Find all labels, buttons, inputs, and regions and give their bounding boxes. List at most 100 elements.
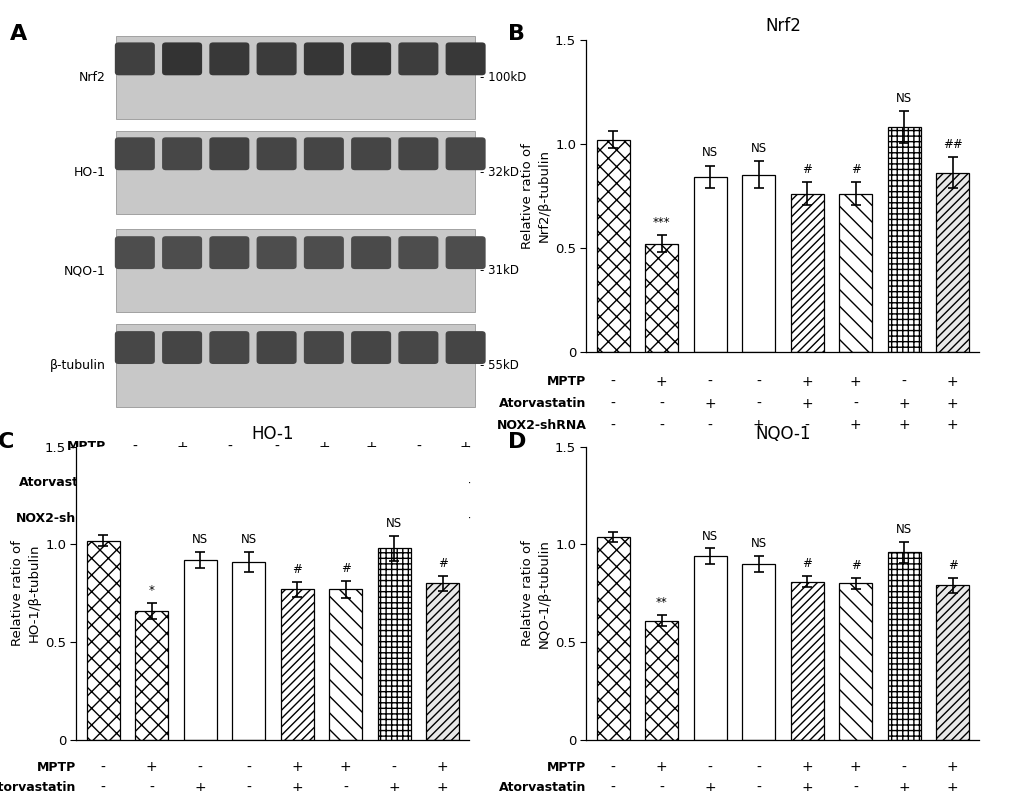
- Text: -: -: [226, 511, 231, 525]
- Text: Atorvastatin: Atorvastatin: [498, 782, 586, 791]
- Text: +: +: [436, 781, 448, 791]
- Text: *: *: [149, 584, 155, 597]
- Bar: [280, 589, 313, 740]
- Bar: [183, 560, 216, 740]
- Text: Nrf2: Nrf2: [79, 70, 106, 84]
- FancyBboxPatch shape: [398, 43, 438, 75]
- Text: **: **: [655, 596, 666, 609]
- FancyBboxPatch shape: [257, 43, 297, 75]
- Text: MPTP: MPTP: [547, 761, 586, 774]
- Text: +: +: [849, 375, 860, 388]
- Bar: [693, 556, 726, 740]
- FancyBboxPatch shape: [162, 237, 202, 269]
- Text: MPTP: MPTP: [38, 761, 76, 774]
- FancyBboxPatch shape: [209, 237, 249, 269]
- Bar: [790, 581, 822, 740]
- Text: +: +: [291, 781, 303, 791]
- Bar: [742, 564, 774, 740]
- Y-axis label: Relative ratio of
HO-1/β-tubulin: Relative ratio of HO-1/β-tubulin: [11, 540, 41, 646]
- Text: +: +: [365, 440, 377, 454]
- Bar: [935, 173, 968, 352]
- Y-axis label: Relative ratio of
NQO-1/β-tubulin: Relative ratio of NQO-1/β-tubulin: [521, 539, 550, 648]
- FancyBboxPatch shape: [398, 331, 438, 364]
- Text: -: -: [610, 418, 615, 433]
- Text: +: +: [146, 760, 157, 774]
- Text: -: -: [755, 375, 760, 388]
- Text: -: -: [610, 375, 615, 388]
- Text: -: -: [707, 418, 712, 433]
- Bar: [377, 548, 410, 740]
- Text: NS: NS: [750, 142, 766, 155]
- Text: +: +: [365, 511, 377, 525]
- Bar: [790, 194, 822, 352]
- FancyBboxPatch shape: [209, 138, 249, 170]
- Text: -: -: [101, 781, 106, 791]
- Text: -: -: [132, 475, 138, 490]
- Bar: [887, 127, 919, 352]
- Text: NS: NS: [895, 93, 911, 105]
- Text: B: B: [507, 24, 525, 44]
- Text: +: +: [412, 475, 424, 490]
- Text: #: #: [340, 562, 351, 575]
- Text: NS: NS: [192, 533, 208, 547]
- Bar: [645, 621, 678, 740]
- Text: +: +: [946, 781, 958, 791]
- Bar: [887, 552, 919, 740]
- Text: -: -: [658, 781, 663, 791]
- Text: +: +: [898, 781, 909, 791]
- Bar: [115, 324, 475, 407]
- Text: -: -: [707, 760, 712, 774]
- Text: HO-1: HO-1: [74, 165, 106, 179]
- Text: D: D: [507, 432, 526, 452]
- Text: +: +: [946, 418, 958, 433]
- FancyBboxPatch shape: [351, 237, 390, 269]
- Text: -: -: [149, 781, 154, 791]
- Text: -: -: [226, 440, 231, 454]
- Bar: [935, 585, 968, 740]
- Text: -: -: [755, 396, 760, 411]
- Bar: [115, 131, 475, 214]
- Text: -: -: [755, 781, 760, 791]
- Title: NQO-1: NQO-1: [754, 425, 810, 443]
- Text: -: -: [246, 760, 251, 774]
- Text: +: +: [801, 396, 812, 411]
- Text: Atorvastatin: Atorvastatin: [0, 782, 76, 791]
- Text: -: -: [246, 781, 251, 791]
- Text: - 32kD: - 32kD: [480, 165, 519, 179]
- Text: NOX2-shRNA: NOX2-shRNA: [16, 512, 106, 524]
- Text: β-tubulin: β-tubulin: [50, 359, 106, 373]
- Text: -: -: [610, 781, 615, 791]
- Text: -: -: [274, 475, 279, 490]
- Text: -: -: [198, 760, 203, 774]
- Text: NS: NS: [701, 146, 717, 159]
- Title: Nrf2: Nrf2: [764, 17, 800, 36]
- Text: +: +: [946, 760, 958, 774]
- Text: A: A: [10, 24, 28, 44]
- FancyBboxPatch shape: [351, 138, 390, 170]
- Text: NS: NS: [385, 517, 401, 530]
- Text: +: +: [388, 781, 399, 791]
- Text: C: C: [0, 432, 14, 452]
- Title: HO-1: HO-1: [252, 425, 293, 443]
- Text: -: -: [610, 396, 615, 411]
- Text: #: #: [801, 557, 811, 570]
- Text: +: +: [460, 475, 471, 490]
- Text: ##: ##: [942, 138, 962, 151]
- Text: ***: ***: [652, 216, 669, 229]
- Text: +: +: [195, 781, 206, 791]
- FancyBboxPatch shape: [351, 43, 390, 75]
- Text: +: +: [339, 760, 351, 774]
- Text: -: -: [132, 440, 138, 454]
- FancyBboxPatch shape: [115, 331, 155, 364]
- FancyBboxPatch shape: [351, 331, 390, 364]
- Text: -: -: [610, 760, 615, 774]
- Text: -: -: [132, 511, 138, 525]
- Text: +: +: [801, 375, 812, 388]
- FancyBboxPatch shape: [304, 43, 343, 75]
- Bar: [115, 36, 475, 119]
- Text: -: -: [179, 475, 184, 490]
- Text: NS: NS: [701, 529, 717, 543]
- Bar: [596, 536, 629, 740]
- FancyBboxPatch shape: [257, 237, 297, 269]
- Text: #: #: [437, 557, 447, 570]
